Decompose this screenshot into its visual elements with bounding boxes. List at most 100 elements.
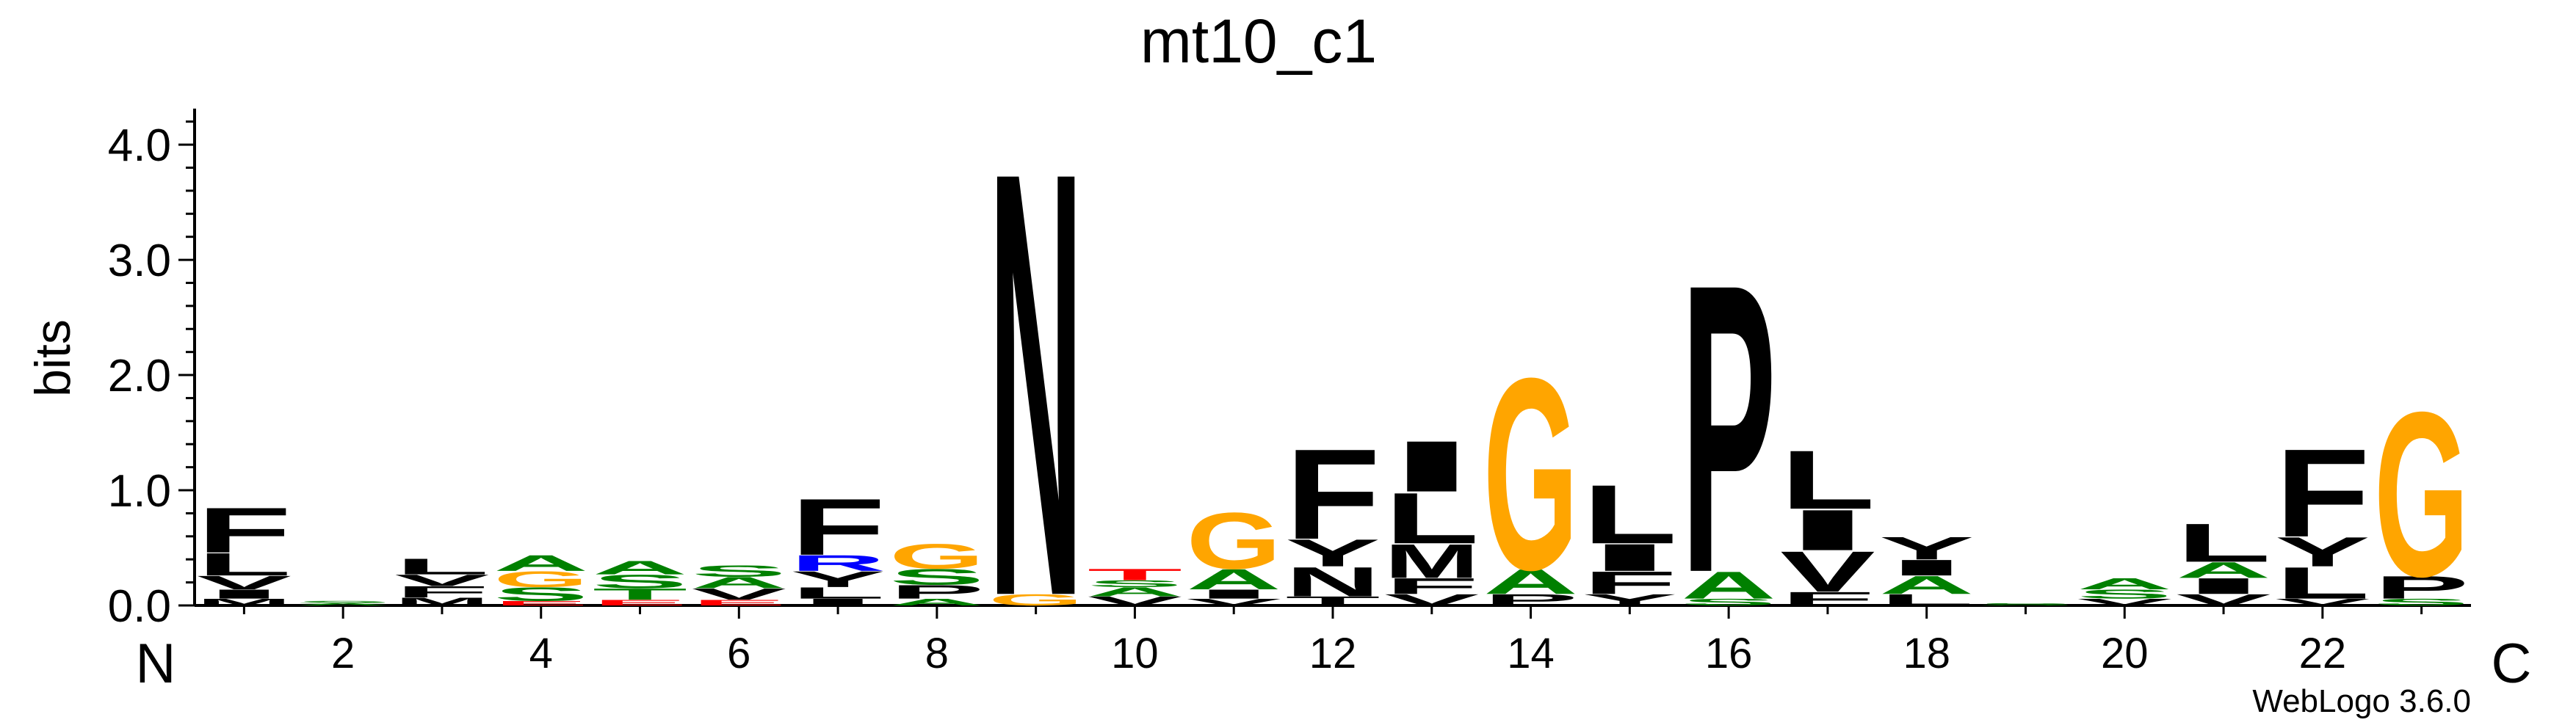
logo-letter-L: L <box>394 554 489 579</box>
logo-letter-F: F <box>1582 565 1677 601</box>
c-terminus-label: C <box>2492 633 2532 695</box>
logo-letter-G: G <box>889 536 984 576</box>
logo-letter-A: A <box>2077 575 2172 593</box>
logo-letter-A: A <box>692 574 786 592</box>
logo-letter-I: I <box>790 597 885 608</box>
stack-position-2: AS <box>295 600 390 606</box>
logo-letter-R: R <box>790 550 885 575</box>
y-tick-label: 1.0 <box>108 466 171 517</box>
x-tick-label: 10 <box>1111 630 1159 677</box>
logo-letter-I: I <box>1582 536 1677 579</box>
logo-letter-I: I <box>1879 555 1974 580</box>
logo-letter-A: A <box>2176 558 2271 583</box>
logo-letter-A: A <box>295 603 390 606</box>
logo-letter-A: A <box>1879 571 1974 600</box>
logo-letter-F: F <box>2275 423 2370 563</box>
logo-letter-F: F <box>1285 423 1380 567</box>
logo-letter-S: S <box>295 600 390 604</box>
logo-letter-M: M <box>1384 534 1479 588</box>
logo-letter-G: G <box>1187 495 1281 586</box>
logo-letter-Y: Y <box>1879 531 1974 567</box>
logo-letter-N: N <box>1285 558 1380 605</box>
stack-position-23: SPG <box>2374 364 2469 627</box>
logo-letter-I: I <box>2176 573 2271 598</box>
logo-letter-E: E <box>493 600 588 607</box>
stack-position-16: SAP <box>1681 198 1776 658</box>
x-tick-label: 18 <box>1903 630 1950 677</box>
logo-letter-E: E <box>593 598 687 607</box>
logo-letter-L: L <box>1780 434 1875 527</box>
x-tick-label: 2 <box>331 630 355 677</box>
x-tick-label: 14 <box>1507 630 1555 677</box>
logo-letter-Y: Y <box>2275 529 2370 575</box>
logo-letter-F: F <box>394 583 489 600</box>
stack-position-9: GN <box>988 46 1083 723</box>
logo-letter-T: T <box>593 585 687 603</box>
logo-letter-L: L <box>197 547 292 583</box>
y-axis-label: bits <box>25 319 81 397</box>
logo-letter-P: P <box>1681 198 1776 658</box>
logo-letter-N: N <box>988 46 1083 723</box>
y-tick-label: 2.0 <box>108 351 171 401</box>
y-tick-label: 3.0 <box>108 236 171 286</box>
logo-letter-A: A <box>1681 564 1776 607</box>
logo-letter-F: F <box>197 495 292 567</box>
logo-letter-S: S <box>1978 603 2073 606</box>
stack-position-19: S <box>1978 603 2073 606</box>
logo-letter-A: A <box>1483 562 1578 602</box>
logo-letter-V: V <box>394 572 489 589</box>
logo-letter-T: T <box>1088 566 1182 583</box>
logo-letter-S: S <box>2374 597 2469 608</box>
logo-letter-I: I <box>197 587 292 602</box>
logo-letter-F: F <box>1780 588 1875 609</box>
logo-letter-S: S <box>889 564 984 589</box>
logo-letter-P: P <box>1483 591 1578 608</box>
logo-letter-P: P <box>889 581 984 603</box>
logo-letter-S: S <box>493 583 588 605</box>
logo-letter-L: L <box>1384 478 1479 558</box>
logo-letter-L: L <box>2275 558 2370 608</box>
logo-letter-L: L <box>1879 591 1974 608</box>
logo-letter-T: T <box>1285 594 1380 608</box>
logo-letter-A: A <box>593 557 687 578</box>
logo-letter-M: M <box>197 597 292 608</box>
y-tick-label: 4.0 <box>108 120 171 171</box>
logo-letter-V: V <box>197 572 292 593</box>
logo-letter-A: A <box>1187 564 1281 596</box>
logo-letter-E: E <box>692 598 786 607</box>
logo-letter-S: S <box>1681 597 1776 608</box>
x-tick-label: 16 <box>1705 630 1753 677</box>
logo-letter-Y: Y <box>1582 591 1677 608</box>
logo-letter-I: I <box>1384 426 1479 506</box>
logo-letter-M: M <box>394 595 489 608</box>
logo-letter-L: L <box>790 584 885 602</box>
logo-letter-L: L <box>1582 468 1677 561</box>
x-tick-label: 12 <box>1309 630 1357 677</box>
logo-letter-A: A <box>493 550 588 575</box>
x-tick-label: 4 <box>529 630 553 677</box>
logo-letter-V: V <box>1187 597 1281 608</box>
logo-letter-S: S <box>593 571 687 592</box>
logo-letter-S: S <box>2077 587 2172 602</box>
logo-letter-G: G <box>1483 322 1578 627</box>
logo-letter-P: P <box>2374 569 2469 605</box>
y-tick-label: 0.0 <box>108 581 171 632</box>
logo-letter-S: S <box>692 562 786 580</box>
logo-letter-G: G <box>493 567 588 592</box>
chart-title: mt10_c1 <box>1140 7 1377 76</box>
logo-letter-Y: Y <box>790 567 885 592</box>
